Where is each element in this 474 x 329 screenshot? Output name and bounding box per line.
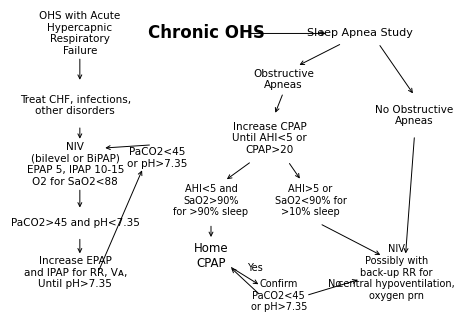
Text: AHI<5 and
SaO2>90%
for >90% sleep: AHI<5 and SaO2>90% for >90% sleep (173, 184, 248, 217)
Text: No: No (328, 279, 341, 289)
Text: OHS with Acute
Hypercapnic
Respiratory
Failure: OHS with Acute Hypercapnic Respiratory F… (39, 11, 120, 56)
Text: Chronic OHS: Chronic OHS (148, 24, 265, 42)
Text: Increase EPAP
and IPAP for RR, Vᴀ,
Until pH>7.35: Increase EPAP and IPAP for RR, Vᴀ, Until… (24, 256, 127, 289)
Text: Yes: Yes (246, 263, 262, 273)
Text: AHI>5 or
SaO2<90% for
>10% sleep: AHI>5 or SaO2<90% for >10% sleep (274, 184, 346, 217)
Text: Home
CPAP: Home CPAP (194, 242, 228, 270)
Text: PaCO2>45 and pH<7.35: PaCO2>45 and pH<7.35 (11, 218, 140, 228)
Text: No Obstructive
Apneas: No Obstructive Apneas (375, 105, 454, 126)
Text: Confirm
PaCO2<45
or pH>7.35: Confirm PaCO2<45 or pH>7.35 (251, 279, 307, 312)
Text: PaCO2<45
or pH>7.35: PaCO2<45 or pH>7.35 (127, 147, 187, 169)
Text: Treat CHF, infections,
other disorders: Treat CHF, infections, other disorders (20, 95, 131, 116)
Text: Sleep Apnea Study: Sleep Apnea Study (307, 28, 413, 38)
Text: NIV
(bilevel or BiPAP)
EPAP 5, IPAP 10-15
O2 for SaO2<88: NIV (bilevel or BiPAP) EPAP 5, IPAP 10-1… (27, 142, 124, 187)
Text: NIV
Possibly with
back-up RR for
central hypoventilation,
oxygen prn: NIV Possibly with back-up RR for central… (338, 244, 455, 301)
Text: Increase CPAP
Until AHI<5 or
CPAP>20: Increase CPAP Until AHI<5 or CPAP>20 (232, 122, 307, 155)
Text: Obstructive
Apneas: Obstructive Apneas (253, 68, 314, 90)
